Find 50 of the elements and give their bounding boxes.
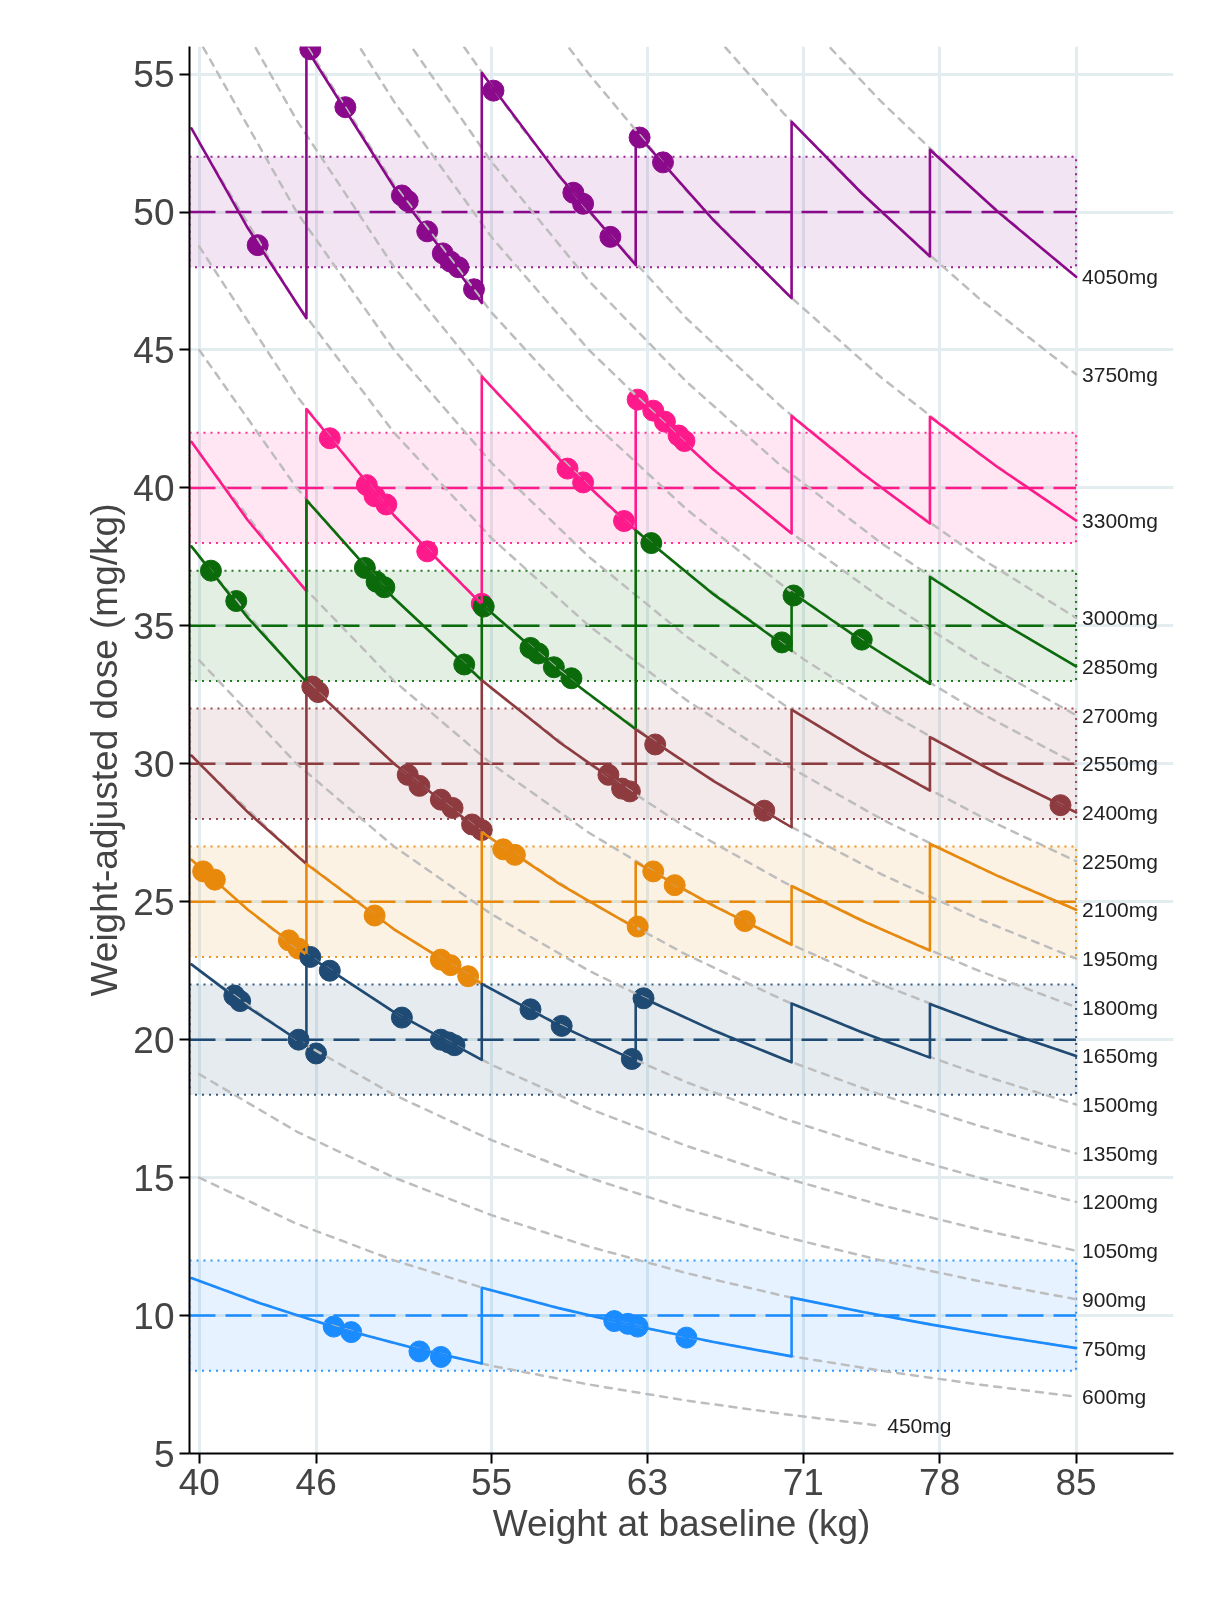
series-label: 900mg: [1082, 1287, 1147, 1311]
y-tick-label: 25: [133, 881, 175, 923]
x-tick-label: 63: [626, 1461, 668, 1503]
y-tick-label: 40: [133, 467, 175, 509]
line-series: [197, 762, 1078, 1204]
y-tick-label: 45: [133, 329, 175, 371]
series-label: 2100mg: [1082, 898, 1158, 922]
line-series: [190, 47, 1078, 320]
y-tick-label: 5: [153, 1433, 175, 1475]
series-label: 1350mg: [1082, 1141, 1158, 1165]
x-tick-label: 71: [782, 1461, 824, 1503]
y-tick-label: 30: [133, 743, 175, 785]
series-label: 1200mg: [1082, 1190, 1158, 1214]
series-label: 1950mg: [1082, 947, 1158, 971]
line-series: [190, 1276, 1078, 1365]
series-label: 2550mg: [1082, 752, 1158, 776]
series-label: 750mg: [1082, 1336, 1147, 1360]
y-tick-label: 35: [133, 605, 175, 647]
line-series: [190, 498, 1078, 731]
series-label: 3000mg: [1082, 606, 1158, 630]
y-tick-label: 20: [133, 1019, 175, 1061]
y-tick-label: 55: [133, 54, 175, 96]
point: [305, 1042, 328, 1065]
x-tick-label: 40: [178, 1461, 220, 1503]
y-tick-label: 15: [133, 1157, 175, 1199]
series-label: 600mg: [1082, 1385, 1147, 1409]
series-label: 1500mg: [1082, 1093, 1158, 1117]
line-series: [197, 969, 1078, 1301]
line-series: [197, 659, 1078, 1155]
series-label: 450mg: [887, 1414, 952, 1438]
series-label: 1050mg: [1082, 1239, 1158, 1263]
series-label: 1800mg: [1082, 995, 1158, 1019]
line-series: [256, 916, 1078, 1252]
series-label: 2700mg: [1082, 703, 1158, 727]
x-tick-label: 85: [1055, 1461, 1097, 1503]
y-tick-label: 50: [133, 192, 175, 234]
x-tick-label: 78: [919, 1461, 961, 1503]
x-axis-title: Weight at baseline (kg): [492, 1502, 871, 1544]
series-label: 2850mg: [1082, 654, 1158, 678]
series-label: 3750mg: [1082, 362, 1158, 386]
series-label: 1650mg: [1082, 1044, 1158, 1068]
y-tick-label: 10: [133, 1295, 175, 1337]
x-tick-label: 55: [470, 1461, 513, 1503]
series-label: 2400mg: [1082, 800, 1158, 824]
line-series: [724, 46, 1078, 376]
series-label: 2250mg: [1082, 849, 1158, 873]
series-label: 4050mg: [1082, 265, 1158, 289]
x-tick-label: 46: [295, 1461, 337, 1503]
series-label: 3300mg: [1082, 508, 1158, 532]
y-axis-title: Weight-adjusted dose (mg/kg): [84, 503, 126, 997]
